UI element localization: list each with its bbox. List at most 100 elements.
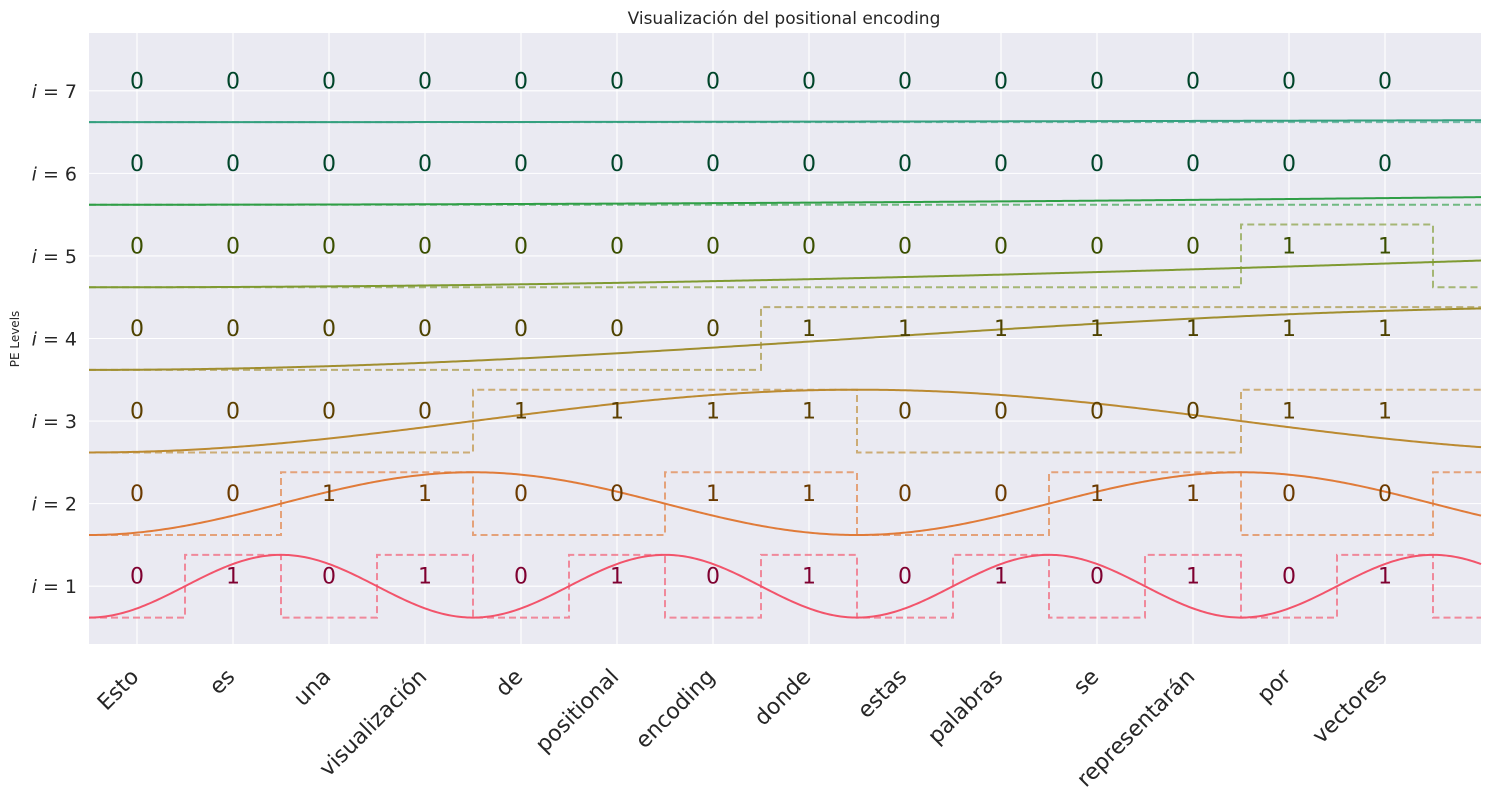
bit-label: 1: [418, 482, 432, 507]
bit-label: 1: [994, 565, 1008, 590]
x-tick-label: donde: [750, 665, 816, 731]
sine-wave-level-7: [89, 119, 1481, 124]
y-tick-label: i = 7: [32, 81, 77, 103]
bit-label: 0: [898, 482, 912, 507]
bit-label: 1: [1282, 234, 1296, 259]
bit-label: 0: [994, 234, 1008, 259]
x-tick-label: una: [289, 665, 336, 712]
series-level-6: [89, 196, 1482, 206]
bit-label: 0: [1378, 69, 1392, 94]
series-level-5: [89, 223, 1482, 289]
x-tick-label: Esto: [93, 665, 144, 716]
bit-label: 1: [802, 565, 816, 590]
x-tick-label: palabras: [923, 665, 1008, 750]
bit-label: 1: [1282, 317, 1296, 342]
bit-label: 0: [1378, 152, 1392, 177]
bit-label: 0: [514, 482, 528, 507]
bit-label: 0: [610, 234, 624, 259]
y-tick-label: i = 4: [32, 329, 77, 351]
sine-wave-level-5: [89, 259, 1482, 289]
chart-title: Visualización del positional encoding: [628, 9, 941, 29]
bit-label: 0: [1282, 152, 1296, 177]
bit-label: 0: [898, 152, 912, 177]
bit-label: 0: [514, 234, 528, 259]
bit-label: 1: [706, 482, 720, 507]
bit-label: 1: [1090, 317, 1104, 342]
bit-label: 0: [1282, 565, 1296, 590]
bit-label: 1: [1378, 400, 1392, 425]
bit-label: 0: [226, 69, 240, 94]
bit-label: 0: [610, 69, 624, 94]
bit-label: 0: [322, 152, 336, 177]
bit-label: 1: [322, 482, 336, 507]
series-layer: [88, 119, 1482, 619]
x-tick-label: estas: [853, 665, 912, 724]
bit-labels: 0 1 0 1 0 1 0 1 0 1 0 1 0 1 0 0 1 1 0 0 1 1 0 0 1 1 0 0 0 0 0 0 1 1 1 1 0 0 0 0…: [130, 69, 1392, 589]
bit-label: 0: [994, 400, 1008, 425]
sine-wave-level-3: [89, 388, 1482, 454]
y-axis-label: PE Levels: [8, 311, 22, 368]
bit-label: 0: [1282, 482, 1296, 507]
bit-label: 0: [130, 317, 144, 342]
sine-wave-level-2: [89, 471, 1482, 537]
square-wave-level-1: [89, 553, 1481, 619]
bit-label: 0: [514, 69, 528, 94]
bit-label: 0: [802, 69, 816, 94]
bit-label: 1: [802, 400, 816, 425]
x-tick-label: positional: [531, 665, 624, 758]
bit-label: 1: [1378, 565, 1392, 590]
bit-label: 0: [994, 69, 1008, 94]
series-level-1: [88, 553, 1482, 619]
series-level-4: [89, 306, 1482, 371]
grid-lines: [89, 33, 1481, 644]
bit-label: 0: [610, 482, 624, 507]
y-tick-label: i = 5: [32, 246, 77, 268]
bit-label: 0: [802, 152, 816, 177]
y-tick-label: i = 1: [32, 576, 77, 598]
sine-wave-level-4: [89, 307, 1482, 371]
bit-label: 1: [610, 565, 624, 590]
bit-label: 0: [226, 400, 240, 425]
y-tick-label: i = 2: [32, 494, 77, 516]
bit-label: 1: [1282, 400, 1296, 425]
bit-label: 1: [898, 317, 912, 342]
bit-label: 0: [610, 152, 624, 177]
bit-label: 0: [418, 317, 432, 342]
bit-label: 0: [1282, 69, 1296, 94]
x-tick-label: se: [1069, 665, 1104, 700]
bit-label: 1: [706, 400, 720, 425]
bit-label: 0: [322, 565, 336, 590]
y-tick-labels: i = 1 i = 2 i = 3 i = 4 i = 5 i = 6 i = 7: [32, 81, 77, 598]
bit-label: 0: [322, 69, 336, 94]
bit-label: 0: [802, 234, 816, 259]
bit-label: 0: [610, 317, 624, 342]
bit-label: 0: [898, 400, 912, 425]
bit-label: 0: [1186, 234, 1200, 259]
series-level-3: [89, 388, 1482, 454]
bit-label: 0: [226, 317, 240, 342]
bit-label: 0: [418, 234, 432, 259]
bit-label: 0: [898, 565, 912, 590]
bit-label: 0: [418, 400, 432, 425]
bit-label: 1: [1186, 317, 1200, 342]
bit-label: 0: [1378, 482, 1392, 507]
bit-label: 0: [514, 565, 528, 590]
x-tick-label: es: [205, 665, 240, 700]
bit-label: 1: [802, 482, 816, 507]
bit-label: 0: [130, 565, 144, 590]
bit-label: 0: [898, 69, 912, 94]
bit-label: 0: [1090, 152, 1104, 177]
sine-wave-level-6: [89, 196, 1482, 206]
sine-wave-level-1: [88, 553, 1482, 619]
series-level-2: [89, 471, 1482, 537]
bit-label: 0: [322, 234, 336, 259]
bit-label: 1: [1378, 317, 1392, 342]
y-tick-label: i = 6: [32, 163, 77, 185]
bit-label: 1: [1186, 565, 1200, 590]
bit-label: 0: [322, 317, 336, 342]
bit-label: 1: [610, 400, 624, 425]
bit-label: 1: [418, 565, 432, 590]
bit-label: 0: [706, 317, 720, 342]
